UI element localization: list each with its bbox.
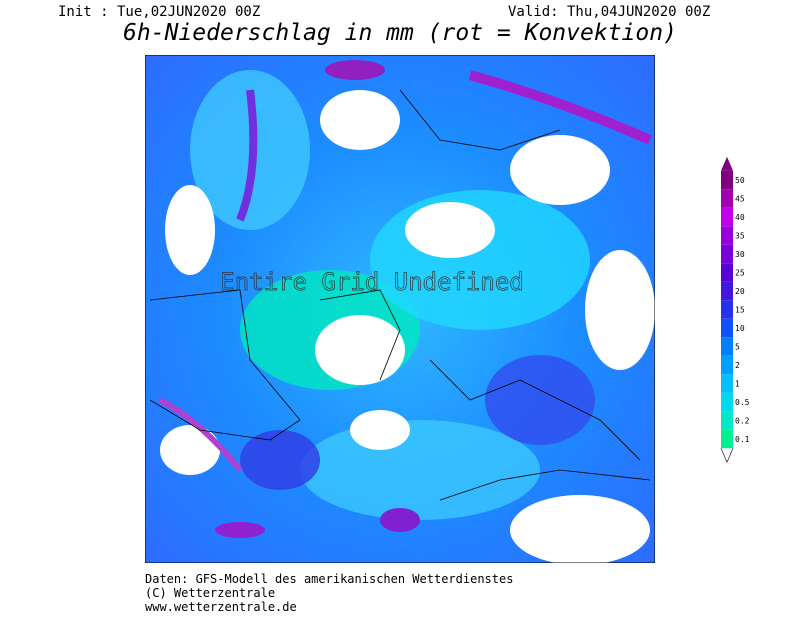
footer-line: (C) Wetterzentrale (145, 586, 276, 600)
colorbar-segment (721, 355, 733, 375)
colorbar-segment (721, 207, 733, 227)
colorbar-segment (721, 226, 733, 245)
valid-label: Valid: Thu,04JUN2020 00Z (508, 4, 711, 20)
colorbar-segment (721, 392, 733, 412)
title: 6h-Niederschlag in mm (rot = Konvektion) (123, 20, 677, 46)
colorbar-label: 0.1 (735, 435, 750, 444)
colorbar-segment (721, 411, 733, 430)
colorbar-label: 45 (735, 195, 745, 204)
colorbar-label: 20 (735, 287, 745, 296)
colorbar-cap (721, 156, 733, 171)
colorbar-label: 30 (735, 250, 745, 259)
overlay-text: Entire Grid Undefined (220, 268, 523, 296)
colorbar-segment (721, 189, 733, 208)
colorbar-label: 40 (735, 213, 745, 222)
colorbar-segment (721, 263, 733, 282)
colorbar-segment (721, 244, 733, 264)
footer-line: Daten: GFS-Modell des amerikanischen Wet… (145, 572, 514, 586)
colorbar-label: 2 (735, 361, 740, 370)
colorbar-segment (721, 170, 733, 190)
precip-field (145, 55, 655, 563)
colorbar-label: 10 (735, 324, 745, 333)
colorbar-label: 1 (735, 380, 740, 389)
init-label: Init : Tue,02JUN2020 00Z (58, 4, 261, 20)
colorbar-label: 5 (735, 343, 740, 352)
colorbar-segment (721, 300, 733, 319)
colorbar-label: 15 (735, 306, 745, 315)
colorbar-label: 25 (735, 269, 745, 278)
colorbar-segment (721, 374, 733, 393)
colorbar-label: 50 (735, 176, 745, 185)
colorbar-segment (721, 429, 733, 449)
colorbar-label: 0.2 (735, 417, 750, 426)
colorbar-label: 0.5 (735, 398, 750, 407)
colorbar-segment (721, 281, 733, 301)
colorbar-segment (721, 337, 733, 356)
colorbar-segment (721, 318, 733, 338)
footer-line: www.wetterzentrale.de (145, 600, 297, 614)
colorbar-tail (720, 448, 734, 464)
colorbar-label: 35 (735, 232, 745, 241)
